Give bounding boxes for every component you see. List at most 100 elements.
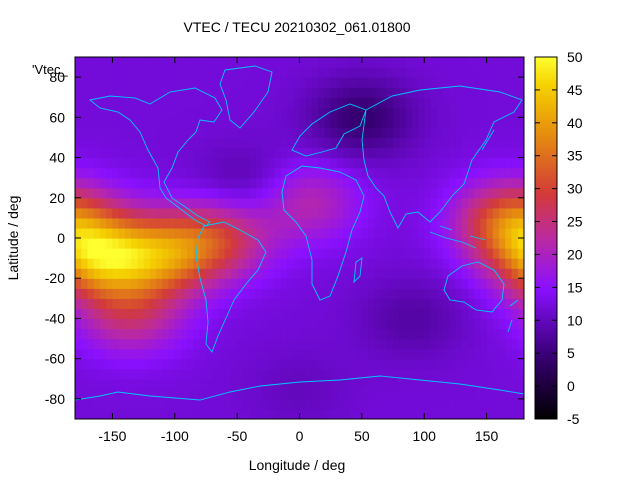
heatmap-cell <box>262 187 269 199</box>
heatmap-cell <box>287 117 294 128</box>
heatmap-cell <box>411 298 419 309</box>
heatmap-cell <box>199 227 207 239</box>
heatmap-cell <box>355 217 363 229</box>
heatmap-cell <box>368 227 375 239</box>
heatmap-cell <box>168 328 176 340</box>
heatmap-cell <box>355 248 363 259</box>
heatmap-cell <box>162 368 170 380</box>
heatmap-cell <box>93 408 101 419</box>
heatmap-cell <box>224 187 232 199</box>
heatmap-cell <box>517 157 524 169</box>
heatmap-cell <box>268 268 276 279</box>
heatmap-cell <box>143 57 151 68</box>
heatmap-cell <box>368 408 375 419</box>
heatmap-cell <box>287 157 294 169</box>
heatmap-cell <box>81 207 89 219</box>
heatmap-cell <box>255 227 263 239</box>
heatmap-cell <box>187 378 195 390</box>
heatmap-cell <box>230 288 238 299</box>
heatmap-cell <box>193 177 201 189</box>
heatmap-cell <box>393 77 400 88</box>
heatmap-cell <box>455 398 463 410</box>
heatmap-cell <box>143 167 151 179</box>
heatmap-cell <box>143 197 151 209</box>
heatmap-cell <box>405 187 413 199</box>
heatmap-cell <box>149 238 157 249</box>
heatmap-cell <box>355 398 363 410</box>
heatmap-cell <box>75 197 82 209</box>
heatmap-cell <box>143 328 151 340</box>
heatmap-cell <box>499 117 506 128</box>
heatmap-cell <box>411 147 419 159</box>
heatmap-cell <box>318 57 326 68</box>
heatmap-cell <box>81 388 89 400</box>
heatmap-cell <box>212 308 220 320</box>
heatmap-cell <box>243 97 251 108</box>
heatmap-cell <box>399 167 407 179</box>
heatmap-cell <box>124 338 132 350</box>
heatmap-cell <box>99 207 107 219</box>
heatmap-cell <box>137 77 145 88</box>
heatmap-cell <box>255 258 263 269</box>
heatmap-cell <box>143 348 151 360</box>
heatmap-cell <box>393 248 400 259</box>
heatmap-cell <box>380 408 388 419</box>
heatmap-cell <box>299 167 307 179</box>
heatmap-cell <box>205 117 213 128</box>
heatmap-cell <box>162 258 170 269</box>
heatmap-cell <box>374 398 382 410</box>
heatmap-cell <box>511 97 519 108</box>
heatmap-cell <box>436 388 444 400</box>
heatmap-cell <box>305 167 313 179</box>
heatmap-cell <box>212 388 220 400</box>
heatmap-cell <box>442 97 450 108</box>
heatmap-cell <box>212 378 220 390</box>
heatmap-cell <box>199 137 207 149</box>
heatmap-cell <box>399 338 407 350</box>
heatmap-cell <box>112 107 120 118</box>
heatmap-cell <box>106 167 114 179</box>
heatmap-cell <box>355 147 363 159</box>
heatmap-cell <box>93 348 101 360</box>
key-label: 'Vtec_ <box>32 62 68 77</box>
heatmap-cell <box>81 358 89 370</box>
heatmap-cell <box>205 358 213 370</box>
heatmap-cell <box>517 57 524 68</box>
heatmap-cell <box>168 348 176 360</box>
heatmap-cell <box>81 278 89 289</box>
heatmap-cell <box>499 67 506 78</box>
heatmap-cell <box>511 107 519 118</box>
heatmap-cell <box>486 67 494 78</box>
heatmap-cell <box>181 97 188 108</box>
heatmap-cell <box>156 398 163 410</box>
heatmap-cell <box>212 258 220 269</box>
heatmap-cell <box>355 328 363 340</box>
heatmap-cell <box>149 408 157 419</box>
heatmap-cell <box>305 358 313 370</box>
heatmap-cell <box>181 398 188 410</box>
heatmap-cell <box>149 338 157 350</box>
heatmap-cell <box>455 258 463 269</box>
heatmap-cell <box>417 328 425 340</box>
heatmap-cell <box>442 298 450 309</box>
heatmap-cell <box>380 197 388 209</box>
heatmap-cell <box>361 147 369 159</box>
heatmap-cell <box>499 217 506 229</box>
heatmap-cell <box>230 408 238 419</box>
heatmap-cell <box>424 187 432 199</box>
heatmap-cell <box>199 408 207 419</box>
heatmap-cell <box>99 167 107 179</box>
heatmap-cell <box>262 238 269 249</box>
heatmap-cell <box>355 308 363 320</box>
heatmap-cell <box>318 77 326 88</box>
heatmap-cell <box>274 268 282 279</box>
heatmap-cell <box>212 147 220 159</box>
heatmap-cell <box>330 117 338 128</box>
heatmap-cell <box>436 248 444 259</box>
heatmap-cell <box>193 328 201 340</box>
heatmap-cell <box>87 207 95 219</box>
heatmap-cell <box>386 348 394 360</box>
heatmap-cell <box>99 87 107 98</box>
heatmap-cell <box>355 338 363 350</box>
heatmap-cell <box>374 177 382 189</box>
